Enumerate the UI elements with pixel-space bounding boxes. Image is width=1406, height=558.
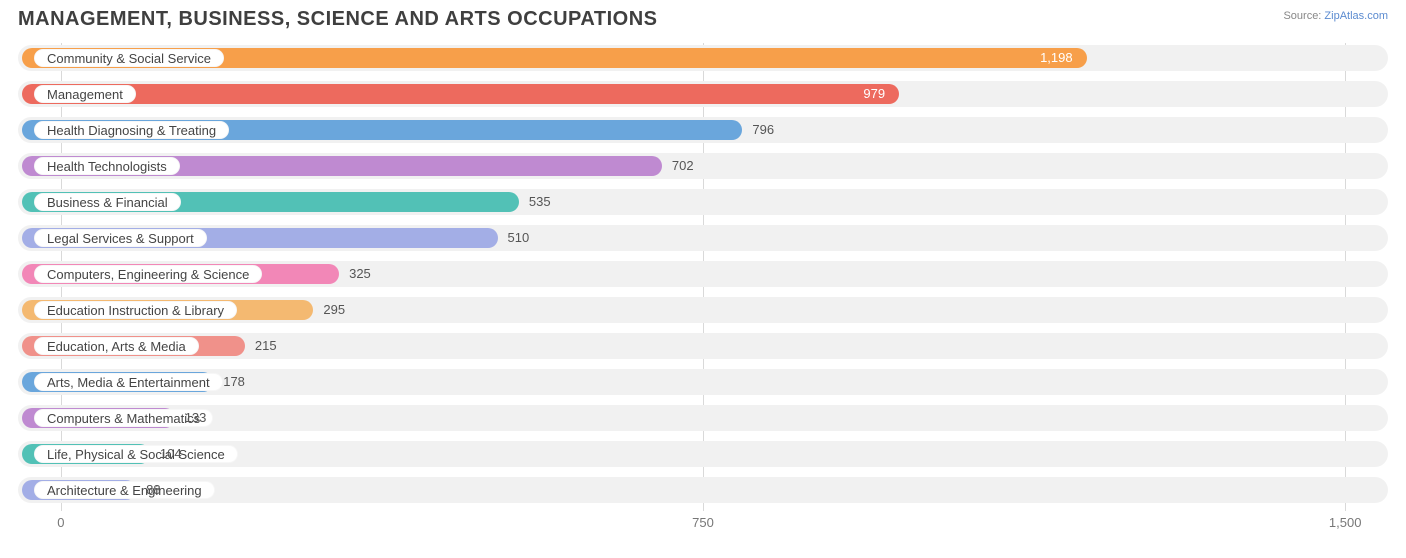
- bar-value: 295: [323, 301, 345, 319]
- chart-header: MANAGEMENT, BUSINESS, SCIENCE AND ARTS O…: [0, 0, 1406, 35]
- bar-row: Architecture & Engineering88: [18, 475, 1388, 505]
- bar-label: Legal Services & Support: [34, 229, 207, 247]
- bar-row: Computers, Engineering & Science 325: [18, 259, 1388, 289]
- bar-track: [18, 477, 1388, 503]
- source-label: Source:: [1283, 10, 1324, 22]
- bar-value: 104: [160, 445, 182, 463]
- bar-row: Legal Services & Support 510: [18, 223, 1388, 253]
- source-attribution: Source: ZipAtlas.com: [1283, 8, 1388, 22]
- bar-label: Life, Physical & Social Science: [34, 445, 238, 463]
- bar-label: Management: [34, 85, 136, 103]
- x-axis: 0 750 1,500: [18, 515, 1388, 537]
- bar-label: Health Technologists: [34, 157, 180, 175]
- bar-row: Health Technologists 702: [18, 151, 1388, 181]
- bar-value: 133: [185, 409, 207, 427]
- bar-row: Health Diagnosing & Treating 796: [18, 115, 1388, 145]
- bar-value: 796: [752, 121, 774, 139]
- bar-label: Arts, Media & Entertainment: [34, 373, 223, 391]
- bar-row: Business & Financial 535: [18, 187, 1388, 217]
- chart-area: Community & Social Service 1,198 Managemen…: [18, 43, 1388, 537]
- bar-value: 979: [863, 85, 885, 103]
- x-tick: 0: [57, 515, 64, 530]
- chart-title: MANAGEMENT, BUSINESS, SCIENCE AND ARTS O…: [18, 8, 657, 31]
- bar-value: 510: [508, 229, 530, 247]
- x-tick: 750: [692, 515, 714, 530]
- x-tick: 1,500: [1329, 515, 1362, 530]
- bar-label: Community & Social Service: [34, 49, 224, 67]
- bar-value: 88: [146, 481, 160, 499]
- bar-value: 215: [255, 337, 277, 355]
- bar-row: Computers & Mathematics133: [18, 403, 1388, 433]
- bar-label: Architecture & Engineering: [34, 481, 215, 499]
- bar-label: Business & Financial: [34, 193, 181, 211]
- bar-row: Management 979: [18, 79, 1388, 109]
- bar-row: Community & Social Service 1,198: [18, 43, 1388, 73]
- bar-row: Education Instruction & Library 295: [18, 295, 1388, 325]
- bar-track: [18, 405, 1388, 431]
- bar-label: Education, Arts & Media: [34, 337, 199, 355]
- bar-value: 1,198: [1040, 49, 1073, 67]
- bar-label: Health Diagnosing & Treating: [34, 121, 229, 139]
- bar-row: Education, Arts & Media 215: [18, 331, 1388, 361]
- bar-label: Computers, Engineering & Science: [34, 265, 262, 283]
- source-link: ZipAtlas.com: [1324, 10, 1388, 22]
- bar-label: Education Instruction & Library: [34, 301, 237, 319]
- bar-fill: [22, 84, 899, 104]
- bar-value: 178: [223, 373, 245, 391]
- bar-value: 702: [672, 157, 694, 175]
- bar-row: Life, Physical & Social Science104: [18, 439, 1388, 469]
- bar-row: Arts, Media & Entertainment178: [18, 367, 1388, 397]
- plot-region: Community & Social Service 1,198 Managemen…: [18, 43, 1388, 511]
- bar-value: 535: [529, 193, 551, 211]
- bar-value: 325: [349, 265, 371, 283]
